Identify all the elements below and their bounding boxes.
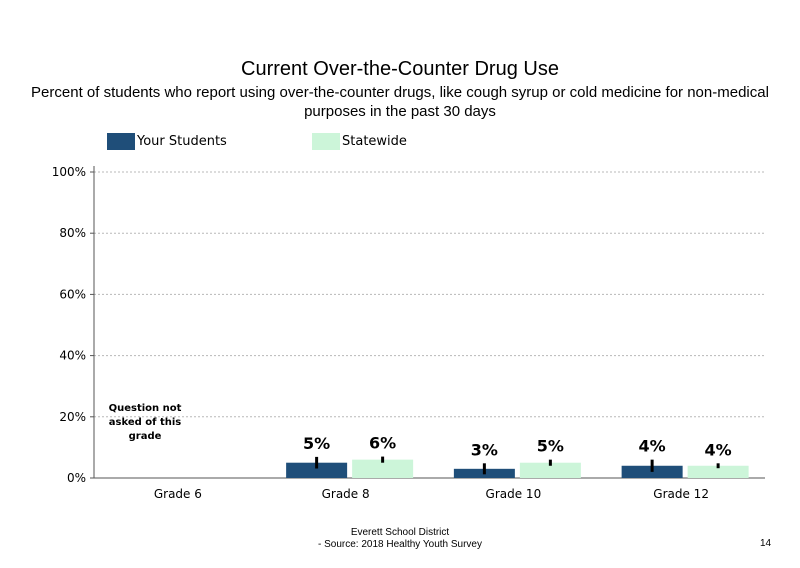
legend-label-your-students: Your Students bbox=[137, 134, 227, 149]
chart-subtitle: Percent of students who report using ove… bbox=[31, 84, 769, 120]
x-tick-label: Grade 8 bbox=[322, 487, 370, 501]
bar-statewide bbox=[352, 459, 414, 478]
page-number: 14 bbox=[760, 538, 772, 549]
bar-statewide bbox=[687, 465, 749, 478]
x-tick-label: Grade 6 bbox=[154, 487, 202, 501]
footer-source: - Source: 2018 Healthy Youth Survey bbox=[318, 539, 482, 550]
y-tick-label: 60% bbox=[59, 287, 86, 301]
footer-district: Everett School District bbox=[350, 527, 450, 538]
legend-swatch-statewide bbox=[312, 133, 340, 150]
chart-title: Current Over-the-Counter Drug Use bbox=[241, 58, 559, 80]
x-tick-label: Grade 12 bbox=[653, 487, 709, 501]
not-asked-note: Question not asked of this grade bbox=[108, 403, 182, 442]
bar-your-students bbox=[286, 462, 348, 478]
y-tick-label: 0% bbox=[67, 471, 86, 485]
data-label: 4% bbox=[639, 437, 666, 456]
data-label: 4% bbox=[705, 440, 732, 459]
y-tick-label: 40% bbox=[59, 349, 86, 363]
legend-swatch-your-students bbox=[107, 133, 135, 150]
data-label: 3% bbox=[471, 440, 498, 459]
bar-statewide bbox=[519, 462, 581, 478]
data-label: 5% bbox=[537, 437, 564, 456]
data-label: 6% bbox=[369, 434, 396, 453]
y-tick-label: 20% bbox=[59, 410, 86, 424]
footer: Everett School District - Source: 2018 H… bbox=[0, 527, 800, 551]
data-label: 5% bbox=[303, 434, 330, 453]
legend-label-statewide: Statewide bbox=[342, 134, 407, 149]
y-tick-label: 80% bbox=[59, 226, 86, 240]
x-tick-label: Grade 10 bbox=[486, 487, 542, 501]
y-tick-label: 100% bbox=[52, 165, 86, 179]
